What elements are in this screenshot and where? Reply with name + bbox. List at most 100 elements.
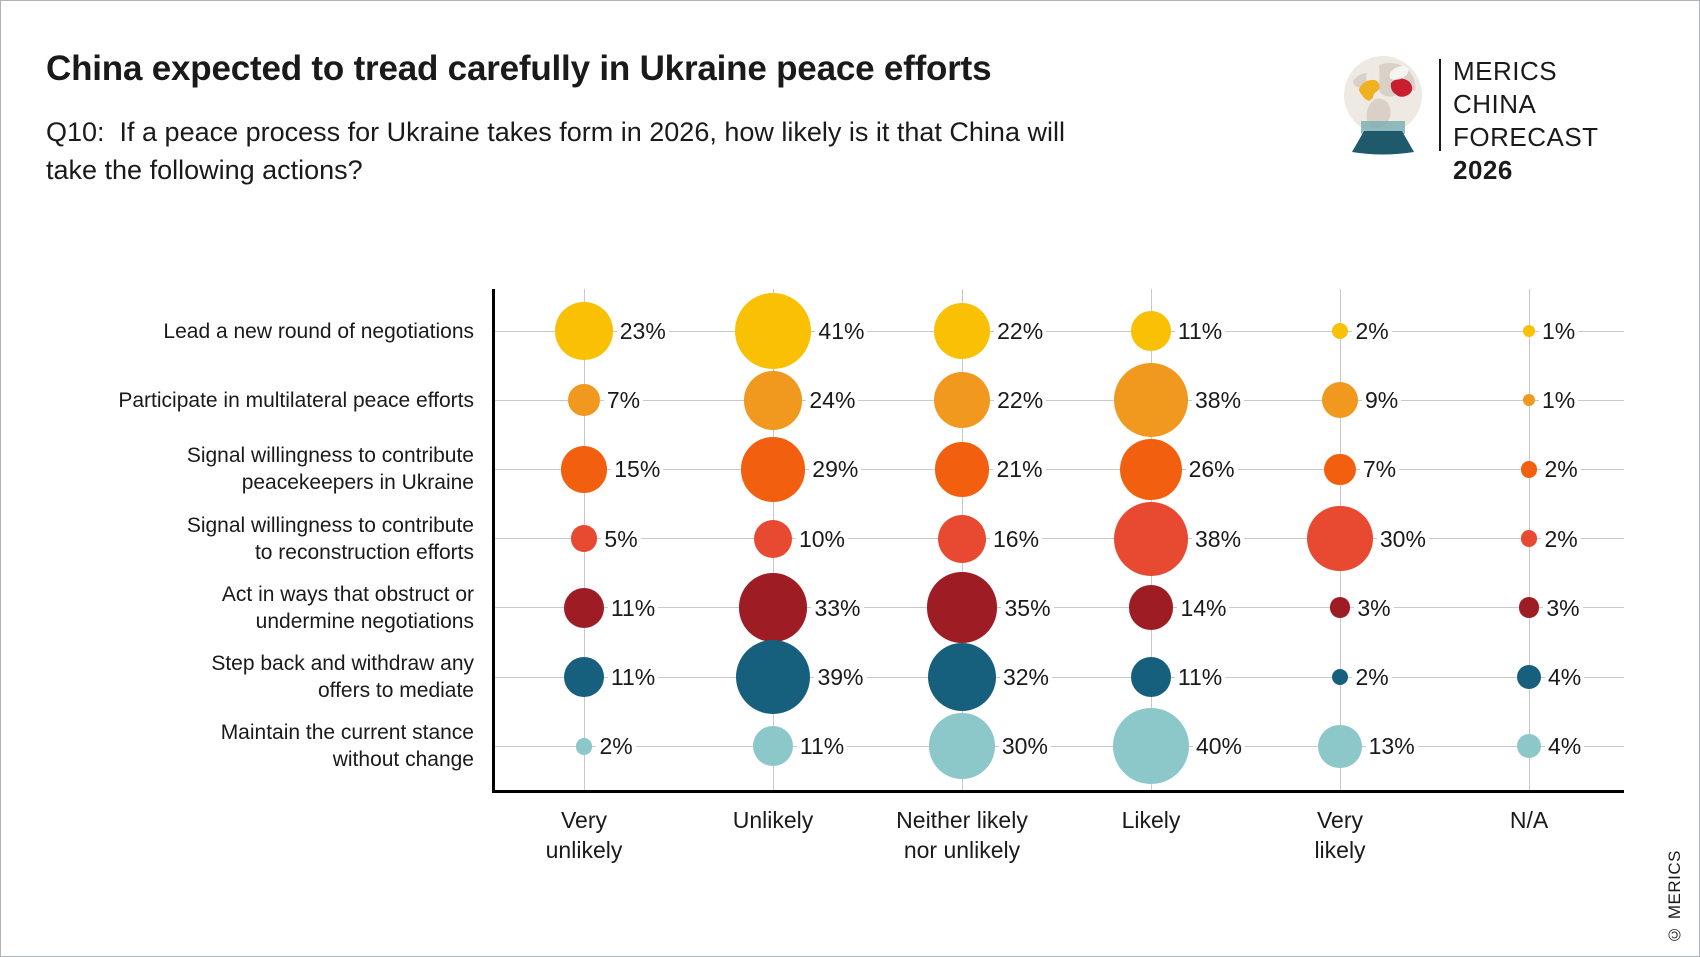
- bubble: [933, 372, 991, 429]
- bubble: [1322, 382, 1358, 419]
- copyright-label: © MERICS: [1665, 850, 1684, 944]
- logo-divider: [1439, 59, 1441, 151]
- bubble-value-label: 3%: [1543, 594, 1583, 621]
- bubble: [1520, 530, 1538, 548]
- chart-subtitle: Q10: If a peace process for Ukraine take…: [46, 117, 1065, 185]
- row-label: Signal willingness to contribute to reco…: [186, 513, 474, 564]
- bubble: [1120, 438, 1182, 500]
- bubble-value-label: 2%: [1352, 318, 1392, 344]
- bubble-value-label: 35%: [1001, 594, 1054, 621]
- bubble: [1131, 657, 1171, 697]
- bubble-value-label: 2%: [1541, 456, 1581, 483]
- column-label: Very likely: [1314, 807, 1366, 863]
- bubble-value-label: 11%: [607, 664, 659, 690]
- bubble-value-label: 7%: [1359, 456, 1400, 483]
- gridline-horizontal: [494, 676, 1624, 678]
- bubble: [934, 441, 990, 497]
- bubble: [1114, 363, 1188, 438]
- bubble: [1518, 597, 1540, 619]
- bubble: [555, 302, 613, 360]
- row-label: Lead a new round of negotiations: [163, 319, 474, 343]
- gridline-horizontal: [494, 538, 1624, 540]
- logo-text: MERICS CHINA FORECAST 2026: [1453, 55, 1671, 187]
- snow-globe-icon: [1344, 56, 1422, 155]
- bubble: [1324, 453, 1356, 486]
- bubble-value-label: 4%: [1545, 733, 1585, 760]
- bubble: [1128, 585, 1174, 631]
- gridline-horizontal: [494, 399, 1624, 401]
- bubble-value-label: 23%: [616, 318, 669, 344]
- bubble-value-label: 32%: [999, 664, 1052, 690]
- bubble-value-label: 22%: [994, 318, 1047, 344]
- bubble: [740, 437, 806, 502]
- bubble-value-label: 13%: [1365, 733, 1418, 760]
- bubble-value-label: 38%: [1191, 387, 1245, 414]
- bubble: [1318, 724, 1362, 768]
- bubble: [1523, 394, 1535, 407]
- bubble: [734, 292, 812, 370]
- row-label: Act in ways that obstruct or undermine n…: [221, 582, 474, 633]
- gridline-horizontal: [494, 330, 1624, 332]
- x-axis-line: [492, 790, 1624, 793]
- bubble-value-label: 38%: [1191, 525, 1245, 552]
- bubble-value-label: 16%: [990, 525, 1043, 552]
- bubble: [575, 737, 593, 755]
- bubble: [1307, 505, 1373, 572]
- bubble-value-label: 2%: [1352, 664, 1392, 690]
- bubble-value-label: 15%: [611, 456, 664, 483]
- gridline-horizontal: [494, 468, 1624, 470]
- y-axis-line: [492, 289, 495, 793]
- logo-line-year: 2026: [1453, 155, 1513, 185]
- bubble: [929, 713, 995, 780]
- bubble-value-label: 1%: [1539, 387, 1579, 414]
- bubble-value-label: 24%: [806, 387, 859, 414]
- bubble: [928, 643, 996, 711]
- bubble-value-label: 41%: [815, 318, 868, 344]
- bubble: [1131, 311, 1171, 351]
- bubble: [568, 384, 600, 417]
- bubble: [1331, 322, 1349, 340]
- bubble: [735, 639, 811, 715]
- bubble-value-label: 30%: [1376, 525, 1429, 552]
- bubble-value-label: 30%: [998, 733, 1051, 760]
- bubble-value-label: 11%: [1174, 664, 1226, 690]
- bubble-value-label: 2%: [1541, 525, 1581, 552]
- bubble: [1331, 668, 1349, 686]
- bubble-value-label: 14%: [1177, 594, 1230, 621]
- bubble-value-label: 11%: [607, 594, 659, 621]
- bubble-value-label: 10%: [795, 525, 849, 552]
- row-label: Maintain the current stance without chan…: [220, 721, 474, 772]
- bubble-value-label: 39%: [814, 664, 867, 690]
- bubble-value-label: 11%: [1174, 318, 1226, 344]
- column-label: Likely: [1121, 807, 1181, 833]
- bubble: [1523, 325, 1535, 337]
- bubble-value-label: 3%: [1354, 594, 1394, 621]
- bubble: [564, 587, 604, 628]
- bubble-value-label: 22%: [994, 387, 1047, 414]
- bubble-value-label: 7%: [603, 387, 644, 414]
- column-label: N/A: [1509, 807, 1549, 833]
- bubble: [753, 726, 793, 767]
- bubble-value-label: 4%: [1545, 664, 1585, 690]
- column-label: Neither likely nor unlikely: [896, 807, 1028, 863]
- bubble: [933, 302, 991, 360]
- bubble-value-label: 2%: [596, 733, 636, 760]
- bubble: [743, 370, 803, 430]
- bubble: [1520, 460, 1538, 478]
- chart-title: China expected to tread carefully in Ukr…: [46, 49, 992, 88]
- bubble: [1517, 734, 1541, 759]
- logo-line-china-forecast: CHINA FORECAST: [1453, 89, 1599, 152]
- bubble: [754, 519, 792, 558]
- bubble-value-label: 33%: [811, 594, 864, 621]
- row-label: Step back and withdraw any offers to med…: [211, 652, 474, 702]
- bubble: [1329, 597, 1351, 619]
- logo-line-merics: MERICS: [1453, 56, 1558, 86]
- bubble: [926, 572, 998, 644]
- bubble-value-label: 5%: [601, 525, 641, 552]
- bubble-value-label: 9%: [1362, 387, 1402, 414]
- bubble: [1114, 501, 1188, 576]
- bubble-value-label: 11%: [796, 733, 848, 760]
- bubble: [570, 525, 598, 552]
